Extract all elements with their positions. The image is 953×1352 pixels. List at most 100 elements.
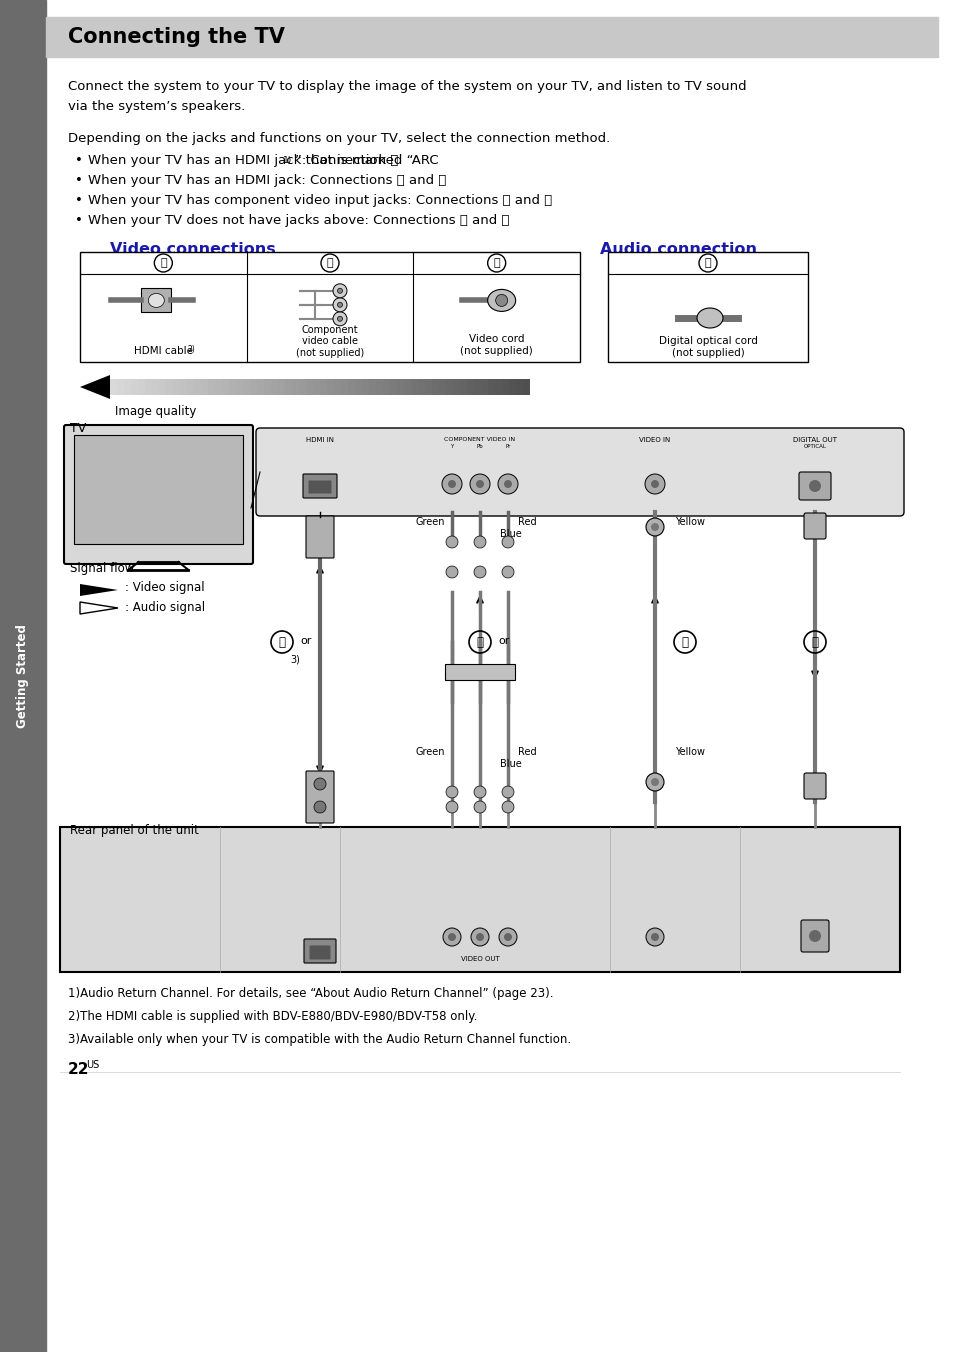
Text: Red: Red: [517, 516, 536, 527]
Circle shape: [644, 475, 664, 493]
Bar: [319, 379, 327, 395]
Circle shape: [333, 312, 347, 326]
FancyBboxPatch shape: [803, 773, 825, 799]
Circle shape: [337, 288, 342, 293]
Circle shape: [314, 800, 326, 813]
Text: ”: Connection Ⓐ: ”: Connection Ⓐ: [294, 154, 398, 168]
Circle shape: [645, 773, 663, 791]
Circle shape: [446, 535, 457, 548]
Bar: [46, 18, 937, 57]
Bar: [145, 379, 152, 395]
Text: HDMI cable: HDMI cable: [133, 346, 193, 356]
FancyBboxPatch shape: [308, 480, 331, 493]
Text: Ⓑ: Ⓑ: [326, 258, 333, 268]
Bar: [522, 379, 530, 395]
Bar: [277, 379, 285, 395]
Bar: [424, 379, 432, 395]
Text: Connecting the TV: Connecting the TV: [68, 27, 285, 47]
FancyBboxPatch shape: [306, 771, 334, 823]
Text: Pb: Pb: [476, 443, 483, 449]
Bar: [138, 379, 146, 395]
Text: Pr: Pr: [505, 443, 510, 449]
Text: Rear panel of the unit: Rear panel of the unit: [70, 823, 198, 837]
Text: When your TV has component video input jacks: Connections Ⓑ and ⓓ: When your TV has component video input j…: [88, 193, 552, 207]
Bar: [495, 379, 502, 395]
Bar: [229, 379, 236, 395]
Circle shape: [476, 480, 483, 488]
Bar: [607, 251, 807, 362]
Text: HDMI IN: HDMI IN: [306, 437, 334, 443]
Circle shape: [650, 480, 659, 488]
Text: Ⓐ: Ⓐ: [160, 258, 167, 268]
Circle shape: [446, 800, 457, 813]
Bar: [250, 379, 257, 395]
Text: COMPONENT VIDEO IN: COMPONENT VIDEO IN: [444, 437, 515, 442]
Text: 1)Audio Return Channel. For details, see “About Audio Return Channel” (page 23).: 1)Audio Return Channel. For details, see…: [68, 987, 553, 1000]
Text: Green: Green: [416, 516, 444, 527]
Circle shape: [808, 480, 821, 492]
Circle shape: [645, 518, 663, 535]
Circle shape: [476, 933, 483, 941]
Text: When your TV has an HDMI jack that is marked “ARC: When your TV has an HDMI jack that is ma…: [88, 154, 438, 168]
Text: When your TV has an HDMI jack: Connections Ⓐ and ⓓ: When your TV has an HDMI jack: Connectio…: [88, 174, 446, 187]
Bar: [214, 379, 222, 395]
Bar: [117, 379, 125, 395]
Circle shape: [496, 295, 507, 307]
Circle shape: [498, 927, 517, 946]
Text: 1): 1): [283, 155, 292, 165]
Bar: [60, 827, 899, 972]
Text: Red: Red: [517, 748, 536, 757]
Bar: [152, 379, 159, 395]
Circle shape: [446, 566, 457, 579]
Circle shape: [497, 475, 517, 493]
Bar: [382, 379, 390, 395]
Bar: [235, 379, 243, 395]
Bar: [256, 379, 264, 395]
Circle shape: [448, 480, 456, 488]
FancyBboxPatch shape: [799, 472, 830, 500]
Circle shape: [650, 777, 659, 786]
FancyBboxPatch shape: [801, 919, 828, 952]
Text: Getting Started: Getting Started: [16, 625, 30, 727]
Text: Yellow: Yellow: [675, 748, 704, 757]
Text: Green: Green: [416, 748, 444, 757]
Bar: [264, 379, 272, 395]
Text: •: •: [75, 154, 83, 168]
Bar: [340, 379, 348, 395]
FancyBboxPatch shape: [304, 940, 335, 963]
Circle shape: [501, 566, 514, 579]
Text: Ⓑ: Ⓑ: [476, 635, 483, 649]
Bar: [110, 379, 117, 395]
Circle shape: [333, 297, 347, 312]
Bar: [222, 379, 230, 395]
Ellipse shape: [487, 289, 516, 311]
Circle shape: [645, 927, 663, 946]
Text: Signal flow: Signal flow: [70, 562, 134, 575]
Bar: [124, 379, 132, 395]
Bar: [208, 379, 215, 395]
Text: DIGITAL OUT: DIGITAL OUT: [792, 437, 836, 443]
Bar: [509, 379, 516, 395]
FancyBboxPatch shape: [64, 425, 253, 564]
Text: Video connections: Video connections: [110, 242, 275, 257]
Bar: [432, 379, 439, 395]
Text: Ⓒ: Ⓒ: [680, 635, 688, 649]
Text: ⓓ: ⓓ: [811, 635, 818, 649]
Text: Video cord
(not supplied): Video cord (not supplied): [459, 334, 533, 356]
Text: Image quality: Image quality: [115, 406, 196, 418]
Text: Audio connection: Audio connection: [599, 242, 757, 257]
Bar: [411, 379, 418, 395]
Text: •: •: [75, 193, 83, 207]
Bar: [361, 379, 369, 395]
Bar: [74, 435, 243, 544]
Text: : Audio signal: : Audio signal: [125, 602, 205, 615]
Bar: [80, 251, 579, 362]
Polygon shape: [80, 584, 118, 596]
Bar: [159, 379, 167, 395]
Bar: [355, 379, 362, 395]
Text: Digital optical cord
(not supplied): Digital optical cord (not supplied): [658, 337, 757, 358]
Bar: [446, 379, 453, 395]
Text: 2)The HDMI cable is supplied with BDV-E880/BDV-E980/BDV-T58 only.: 2)The HDMI cable is supplied with BDV-E8…: [68, 1010, 476, 1023]
Circle shape: [448, 933, 456, 941]
Circle shape: [650, 933, 659, 941]
